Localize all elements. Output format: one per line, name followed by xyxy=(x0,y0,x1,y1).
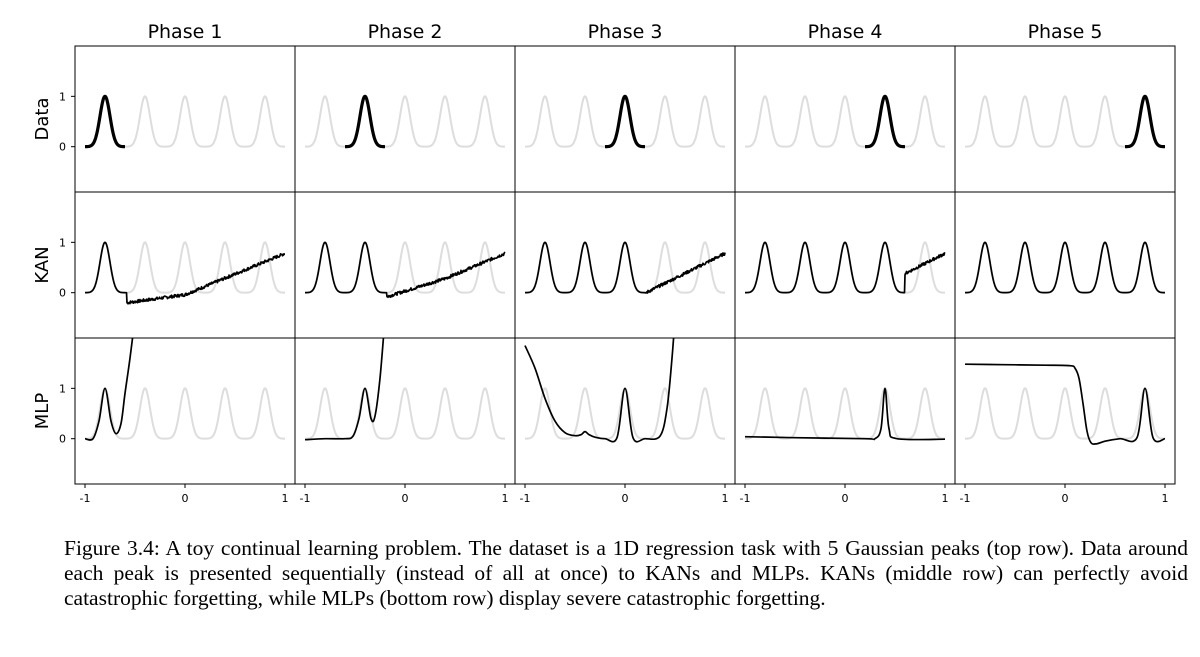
x-tick-label: -1 xyxy=(80,492,91,505)
ground-truth-curve xyxy=(305,387,505,440)
phase-title: Phase 1 xyxy=(148,21,223,43)
panel-frame xyxy=(514,337,736,485)
x-tick-label: 1 xyxy=(1162,492,1169,505)
figure-grid: Phase 1 Phase 2 Phase 3 Phase 4 Phase 5 Data… xyxy=(32,21,1176,505)
kan-fit-series xyxy=(84,241,286,305)
panel-mlp-phase-5: -1 0 1 xyxy=(954,337,1176,505)
panel-mlp-phase-3: -1 0 1 xyxy=(514,337,736,505)
y-tick-label: 0 xyxy=(59,141,66,154)
row-label-mlp: MLP xyxy=(32,393,53,430)
ground-truth-curve xyxy=(525,387,725,440)
kan-fit-series xyxy=(304,241,506,299)
x-tick-label: 0 xyxy=(402,492,409,505)
panel-frame xyxy=(74,337,296,485)
y-tick-label: 0 xyxy=(59,287,66,300)
x-tick-label: -1 xyxy=(740,492,751,505)
panel-data-phase-3 xyxy=(514,45,736,193)
panel-mlp-phase-4: -1 0 1 xyxy=(734,337,956,505)
x-tick-label: 1 xyxy=(502,492,509,505)
x-tick-label: 0 xyxy=(842,492,849,505)
panel-frame xyxy=(954,45,1176,193)
x-tick-label: 1 xyxy=(722,492,729,505)
data-peak-series xyxy=(343,94,387,149)
x-tick-label: -1 xyxy=(300,492,311,505)
x-tick-label: 0 xyxy=(1062,492,1069,505)
data-peak-series xyxy=(1123,94,1167,149)
panel-mlp-phase-2: -1 0 1 xyxy=(294,337,516,505)
ground-truth-curve xyxy=(85,387,285,440)
panel-frame xyxy=(734,337,956,485)
ground-truth-curve xyxy=(305,95,505,148)
x-tick-label: -1 xyxy=(520,492,531,505)
phase-title: Phase 3 xyxy=(588,21,663,43)
panel-frame xyxy=(294,45,516,193)
kan-fit-series xyxy=(524,241,726,294)
x-tick-label: 1 xyxy=(282,492,289,505)
data-peak-series xyxy=(603,94,647,149)
y-tick-label: 1 xyxy=(59,90,66,103)
figure-caption: Figure 3.4: A toy continual learning pro… xyxy=(64,536,1188,610)
panel-frame xyxy=(294,191,516,339)
kan-fit-series xyxy=(964,241,1166,294)
row-label-kan: KAN xyxy=(32,246,53,283)
panel-frame xyxy=(74,45,296,193)
panel-mlp-phase-1: 0 1 -1 0 1 xyxy=(59,337,296,505)
panel-frame xyxy=(514,45,736,193)
panel-frame xyxy=(954,191,1176,339)
data-peak-series xyxy=(863,94,907,149)
panel-kan-phase-2 xyxy=(294,191,516,339)
mlp-fit-series xyxy=(84,338,134,441)
ground-truth-curve xyxy=(525,95,725,148)
mlp-fit-series xyxy=(964,363,1166,445)
ground-truth-curve xyxy=(745,95,945,148)
x-tick-label: 0 xyxy=(182,492,189,505)
data-peak-series xyxy=(83,94,127,149)
ground-truth-curve xyxy=(965,387,1165,440)
phase-title: Phase 5 xyxy=(1028,21,1103,43)
panel-frame xyxy=(734,45,956,193)
panel-data-phase-5 xyxy=(954,45,1176,193)
row-label-data: Data xyxy=(32,98,53,141)
x-tick-label: -1 xyxy=(960,492,971,505)
mlp-fit-series xyxy=(304,338,385,441)
x-tick-label: 0 xyxy=(622,492,629,505)
mlp-fit-series xyxy=(524,338,675,443)
panel-data-phase-2 xyxy=(294,45,516,193)
panel-kan-phase-1: 01 xyxy=(59,191,296,339)
panel-data-phase-4 xyxy=(734,45,956,193)
y-tick-label: 1 xyxy=(59,382,66,395)
panel-kan-phase-5 xyxy=(954,191,1176,339)
y-tick-label: 0 xyxy=(59,433,66,446)
panel-frame xyxy=(294,337,516,485)
ground-truth-curve xyxy=(745,387,945,440)
panel-data-phase-1: 01 xyxy=(59,45,296,193)
panel-kan-phase-4 xyxy=(734,191,956,339)
panel-frame xyxy=(74,191,296,339)
phase-title: Phase 4 xyxy=(808,21,883,43)
mlp-fit-series xyxy=(744,387,946,441)
y-tick-label: 1 xyxy=(59,236,66,249)
panel-kan-phase-3 xyxy=(514,191,736,339)
kan-fit-series xyxy=(744,241,946,294)
phase-title: Phase 2 xyxy=(368,21,443,43)
x-tick-label: 1 xyxy=(942,492,949,505)
